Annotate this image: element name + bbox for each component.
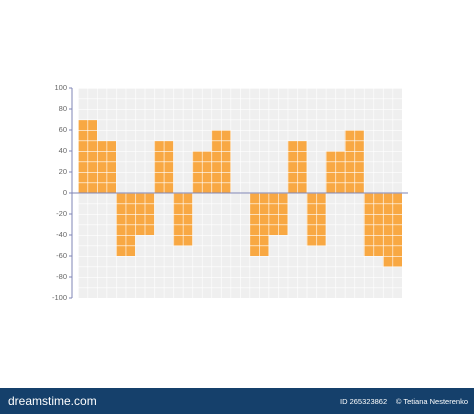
- y-tick-label: -60: [56, 251, 67, 260]
- y-tick-label: 100: [54, 83, 67, 92]
- y-tick-label: -100: [52, 293, 67, 302]
- y-tick-label: 40: [59, 146, 67, 155]
- y-tick-label: 80: [59, 104, 67, 113]
- y-tick-label: -80: [56, 272, 67, 281]
- y-tick-label: 20: [59, 167, 67, 176]
- footer-bar: [0, 388, 474, 414]
- y-tick-label: 0: [63, 188, 67, 197]
- footer-id: ID 265323862: [340, 397, 387, 406]
- y-tick-label: -40: [56, 230, 67, 239]
- footer-site: dreamstime.com: [8, 394, 97, 408]
- y-tick-label: -20: [56, 209, 67, 218]
- y-tick-label: 60: [59, 125, 67, 134]
- footer-credit: © Tetiana Nesterenko: [396, 397, 468, 406]
